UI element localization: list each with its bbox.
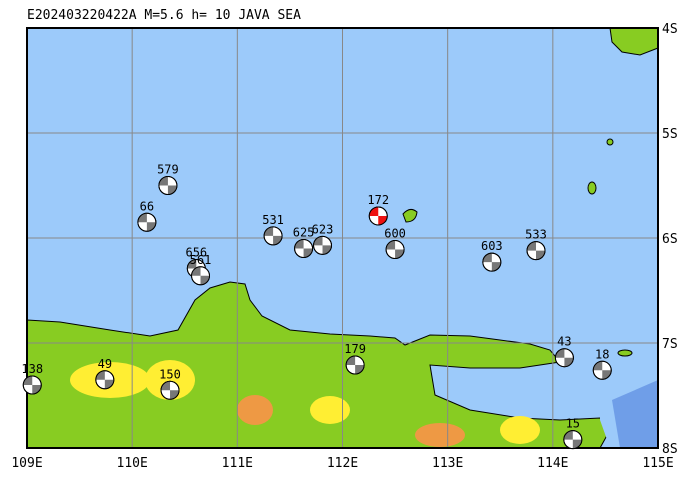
beachball-quadrant — [161, 381, 180, 400]
beachball-outline — [482, 252, 502, 272]
beachball — [22, 375, 42, 395]
y-tick-label: 8S — [662, 442, 678, 457]
beachball-outline — [345, 355, 365, 375]
depth-label: 561 — [190, 253, 212, 267]
depth-label: 172 — [367, 193, 389, 207]
beachball-outline — [137, 212, 157, 232]
beachball-quadrant — [346, 356, 365, 375]
depth-label: 66 — [140, 199, 154, 213]
x-tick-label: 114E — [537, 456, 568, 471]
beachball — [137, 212, 157, 232]
beachball-outline — [526, 241, 546, 261]
beachball — [563, 430, 583, 450]
x-tick-label: 111E — [222, 456, 253, 471]
map-frame — [26, 27, 659, 449]
beachball-outline — [191, 266, 211, 286]
beachball-outline — [263, 226, 283, 246]
beachball-outline — [313, 235, 333, 255]
island — [606, 138, 614, 146]
beachball — [368, 206, 388, 226]
beachball — [294, 239, 314, 258]
beachball — [191, 266, 211, 286]
beachball — [313, 235, 333, 255]
depth-label: 600 — [384, 227, 406, 241]
mountain — [415, 423, 465, 447]
beachball — [263, 226, 283, 246]
beachball — [160, 380, 180, 400]
beachball — [158, 176, 178, 195]
beachball — [526, 241, 546, 261]
beachball-outline — [368, 206, 388, 226]
highland — [310, 396, 350, 424]
beachball — [554, 348, 574, 368]
beachball-outline — [22, 375, 42, 395]
depth-label: 43 — [557, 335, 571, 349]
beachball-outline — [385, 240, 405, 260]
beachball-quadrant — [191, 266, 210, 285]
beachball-quadrant — [294, 239, 313, 258]
beachball-outline — [294, 239, 314, 258]
beachball-quadrant — [158, 176, 177, 195]
depth-label: 533 — [525, 228, 547, 242]
depth-label: 150 — [159, 367, 181, 381]
beachball — [482, 252, 502, 272]
deep-sea — [612, 380, 658, 448]
beachball — [592, 360, 612, 380]
depth-label: 625 — [293, 226, 315, 240]
beachball-quadrant — [527, 241, 546, 260]
beachball-outline — [95, 370, 115, 390]
depth-label: 656 — [185, 245, 207, 259]
beachball-quadrant — [563, 430, 582, 449]
depth-label: 179 — [344, 342, 366, 356]
x-tick-label: 112E — [327, 456, 358, 471]
highland — [500, 416, 540, 444]
beachball-quadrant — [369, 206, 388, 225]
y-tick-label: 4S — [662, 22, 678, 37]
beachball-quadrant — [264, 226, 283, 245]
depth-label: 138 — [21, 362, 43, 376]
y-tick-label: 6S — [662, 232, 678, 247]
beachball-outline — [592, 360, 612, 380]
depth-label: 623 — [312, 222, 334, 236]
highland — [145, 360, 195, 400]
beachball-outline — [563, 430, 583, 450]
java — [26, 281, 611, 449]
beachball-outline — [554, 348, 574, 368]
depth-label: 15 — [566, 417, 580, 431]
depth-label: 49 — [98, 357, 112, 371]
bawean — [402, 208, 418, 223]
y-tick-label: 5S — [662, 127, 678, 142]
depth-label: 603 — [481, 239, 503, 253]
y-tick-label: 7S — [662, 337, 678, 352]
map-area — [26, 27, 659, 449]
depth-label: 579 — [157, 163, 179, 177]
island — [587, 181, 597, 195]
x-tick-label: 115E — [642, 456, 673, 471]
depth-label: 531 — [262, 213, 284, 227]
beachball-outline — [160, 380, 180, 400]
beachball — [385, 240, 405, 260]
beachball-quadrant — [386, 240, 405, 259]
mountain — [237, 395, 273, 425]
beachball — [345, 355, 365, 375]
x-tick-label: 110E — [117, 456, 148, 471]
beachball-quadrant — [95, 370, 114, 389]
beachball-quadrant — [593, 361, 612, 380]
beachball-quadrant — [137, 213, 156, 232]
beachball-outline — [158, 176, 178, 195]
depth-label: 18 — [595, 347, 609, 361]
beachball-quadrant — [555, 348, 574, 367]
beachball — [95, 370, 115, 390]
beachball-quadrant — [482, 253, 501, 272]
x-tick-label: 109E — [11, 456, 42, 471]
island — [617, 349, 633, 357]
beachball-quadrant — [23, 376, 42, 394]
beachball-quadrant — [313, 236, 332, 255]
x-tick-label: 113E — [432, 456, 463, 471]
map-title: E202403220422A M=5.6 h= 10 JAVA SEA — [27, 8, 301, 23]
